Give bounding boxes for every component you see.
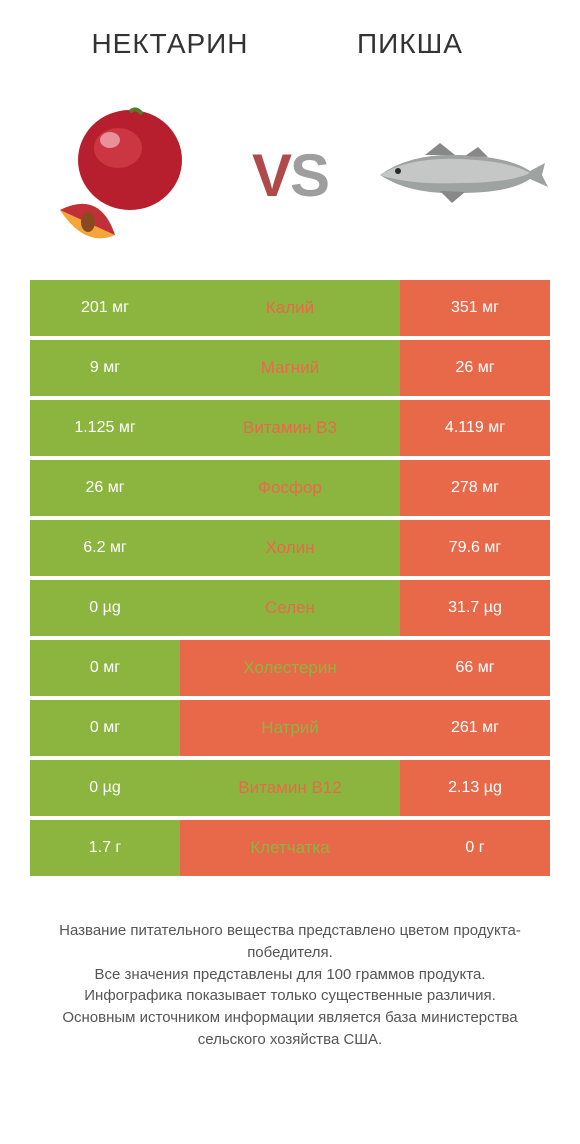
footnote-line: Основным источником информации является … xyxy=(30,1007,550,1051)
table-row: 0 µgСелен31.7 µg xyxy=(30,580,550,636)
right-value: 31.7 µg xyxy=(400,580,550,636)
table-row: 1.7 гКлетчатка0 г xyxy=(30,820,550,876)
footnote-line: Название питательного вещества представл… xyxy=(30,920,550,964)
right-value: 66 мг xyxy=(400,640,550,696)
left-value: 0 µg xyxy=(30,580,180,636)
hero-comparison: VS xyxy=(0,60,580,280)
left-value: 0 мг xyxy=(30,700,180,756)
right-value: 261 мг xyxy=(400,700,550,756)
right-value: 79.6 мг xyxy=(400,520,550,576)
haddock-fish-icon xyxy=(370,95,550,255)
table-row: 1.125 мгВитамин В34.119 мг xyxy=(30,400,550,456)
right-product-title: ПИКША xyxy=(290,28,530,60)
right-value: 278 мг xyxy=(400,460,550,516)
nutrient-label: Витамин В3 xyxy=(180,400,400,456)
header-titles: НЕКТАРИН ПИКША xyxy=(0,0,580,60)
right-value: 2.13 µg xyxy=(400,760,550,816)
right-value: 351 мг xyxy=(400,280,550,336)
left-value: 0 мг xyxy=(30,640,180,696)
nutrient-label: Клетчатка xyxy=(180,820,400,876)
right-value: 26 мг xyxy=(400,340,550,396)
table-row: 0 µgВитамин B122.13 µg xyxy=(30,760,550,816)
table-row: 9 мгМагний26 мг xyxy=(30,340,550,396)
nutrient-label: Витамин B12 xyxy=(180,760,400,816)
left-value: 201 мг xyxy=(30,280,180,336)
nutrient-label: Селен xyxy=(180,580,400,636)
left-value: 1.7 г xyxy=(30,820,180,876)
footnote-line: Инфографика показывает только существенн… xyxy=(30,985,550,1007)
left-product-title: НЕКТАРИН xyxy=(50,28,290,60)
left-value: 9 мг xyxy=(30,340,180,396)
table-row: 26 мгФосфор278 мг xyxy=(30,460,550,516)
nutrient-label: Холестерин xyxy=(180,640,400,696)
left-value: 26 мг xyxy=(30,460,180,516)
right-value: 0 г xyxy=(400,820,550,876)
nutrient-label: Калий xyxy=(180,280,400,336)
left-value: 6.2 мг xyxy=(30,520,180,576)
nectarine-icon xyxy=(30,95,210,255)
vs-label: VS xyxy=(252,141,328,210)
left-value: 1.125 мг xyxy=(30,400,180,456)
table-row: 6.2 мгХолин79.6 мг xyxy=(30,520,550,576)
nutrition-table: 201 мгКалий351 мг9 мгМагний26 мг1.125 мг… xyxy=(0,280,580,876)
nutrient-label: Фосфор xyxy=(180,460,400,516)
right-value: 4.119 мг xyxy=(400,400,550,456)
table-row: 201 мгКалий351 мг xyxy=(30,280,550,336)
table-row: 0 мгХолестерин66 мг xyxy=(30,640,550,696)
footnote-text: Название питательного вещества представл… xyxy=(0,880,580,1051)
table-row: 0 мгНатрий261 мг xyxy=(30,700,550,756)
left-value: 0 µg xyxy=(30,760,180,816)
nutrient-label: Магний xyxy=(180,340,400,396)
nutrient-label: Натрий xyxy=(180,700,400,756)
nutrient-label: Холин xyxy=(180,520,400,576)
footnote-line: Все значения представлены для 100 граммо… xyxy=(30,964,550,986)
